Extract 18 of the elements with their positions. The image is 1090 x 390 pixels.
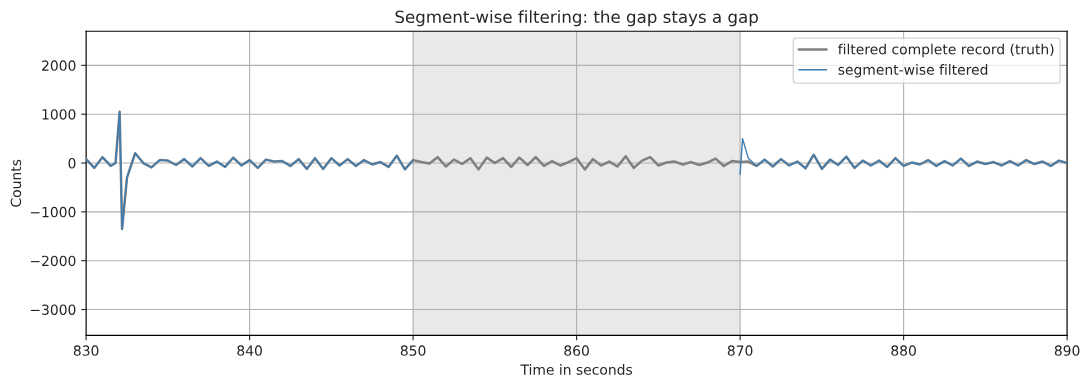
chart-title: Segment-wise filtering: the gap stays a gap [395,10,758,27]
y-tick-label: −2000 [30,255,76,267]
x-tick-label: 850 [400,345,426,356]
x-tick-label: 890 [1054,345,1080,356]
y-tick-label: 1000 [42,109,76,120]
x-tick-label: 870 [727,345,753,356]
x-tick-label: 840 [237,345,262,356]
y-axis-title: Counts [10,159,22,207]
y-tick-label: −1000 [30,206,76,218]
y-tick-label: 2000 [42,60,76,71]
legend-label: segment-wise filtered [838,64,988,78]
x-tick-label: 830 [73,345,99,356]
y-tick-label: 0 [68,158,76,169]
y-tick-label: −3000 [30,304,76,315]
x-tick-label: 860 [564,345,589,356]
legend-label: filtered complete record (truth) [838,43,1054,58]
x-tick-label: 880 [891,345,916,356]
x-axis-title: Time in seconds [520,364,633,375]
